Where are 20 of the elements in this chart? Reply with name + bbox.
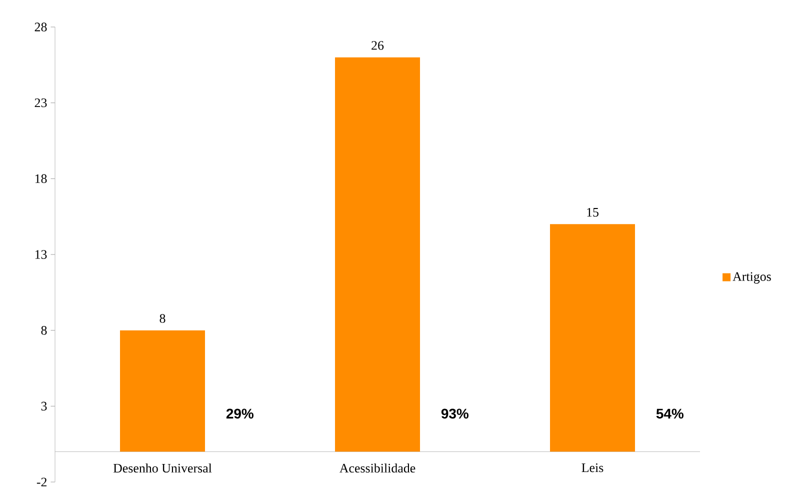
y-tick-label: 13 <box>35 250 47 259</box>
data-label: 8 <box>160 314 166 323</box>
annotation: 29% <box>226 408 254 419</box>
y-tick-label: 28 <box>34 22 47 32</box>
legend-label: Artigos <box>732 272 771 284</box>
y-tick-label: 23 <box>34 98 47 108</box>
y-tick-label: -2 <box>36 478 47 486</box>
x-tick-label: Acessibilidade <box>340 463 416 473</box>
annotation: 93% <box>441 408 468 419</box>
y-tick-label: 8 <box>41 326 47 335</box>
bar <box>550 224 636 452</box>
x-tick-label: Leis <box>582 463 604 472</box>
data-label: 26 <box>372 41 384 50</box>
bar <box>120 330 206 452</box>
data-label: 15 <box>587 208 598 217</box>
bar <box>335 57 420 452</box>
y-tick-label: 3 <box>41 402 47 411</box>
annotation: 54% <box>656 408 684 419</box>
x-tick-label: Desenho Universal <box>113 463 212 473</box>
y-tick-label: 18 <box>35 174 47 184</box>
